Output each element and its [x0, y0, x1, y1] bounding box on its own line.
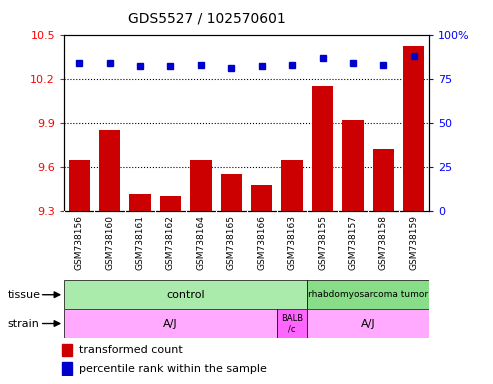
Text: rhabdomyosarcoma tumor: rhabdomyosarcoma tumor — [308, 290, 428, 299]
Text: GSM738163: GSM738163 — [287, 215, 297, 270]
Bar — [307, 280, 444, 309]
Bar — [221, 174, 242, 211]
Text: GSM738158: GSM738158 — [379, 215, 388, 270]
Bar — [373, 149, 394, 211]
Bar — [403, 46, 424, 211]
Text: A/J: A/J — [163, 318, 178, 329]
Text: percentile rank within the sample: percentile rank within the sample — [78, 364, 266, 374]
Text: GSM738166: GSM738166 — [257, 215, 266, 270]
Text: BALB
/c: BALB /c — [281, 314, 303, 333]
Text: GSM738155: GSM738155 — [318, 215, 327, 270]
Bar — [130, 194, 151, 211]
Text: GDS5527 / 102570601: GDS5527 / 102570601 — [128, 12, 286, 25]
Text: strain: strain — [7, 318, 39, 329]
Bar — [312, 86, 333, 211]
Text: GSM738161: GSM738161 — [136, 215, 144, 270]
Text: transformed count: transformed count — [78, 345, 182, 356]
Text: A/J: A/J — [361, 318, 375, 329]
Text: control: control — [166, 290, 205, 300]
Bar — [69, 160, 90, 211]
Bar — [62, 344, 72, 356]
Bar — [64, 309, 277, 338]
Text: GSM738156: GSM738156 — [75, 215, 84, 270]
Text: GSM738157: GSM738157 — [349, 215, 357, 270]
Text: tissue: tissue — [7, 290, 40, 300]
Text: GSM738164: GSM738164 — [196, 215, 206, 270]
Bar — [62, 362, 72, 375]
Bar — [160, 197, 181, 211]
Bar — [277, 309, 307, 338]
Bar — [342, 120, 363, 211]
Text: GSM738160: GSM738160 — [105, 215, 114, 270]
Text: GSM738159: GSM738159 — [409, 215, 418, 270]
Text: GSM738165: GSM738165 — [227, 215, 236, 270]
Bar — [307, 309, 444, 338]
Bar — [282, 160, 303, 211]
Text: GSM738162: GSM738162 — [166, 215, 175, 270]
Bar — [99, 130, 120, 211]
Bar — [251, 185, 272, 211]
Bar — [64, 280, 307, 309]
Bar — [190, 160, 211, 211]
